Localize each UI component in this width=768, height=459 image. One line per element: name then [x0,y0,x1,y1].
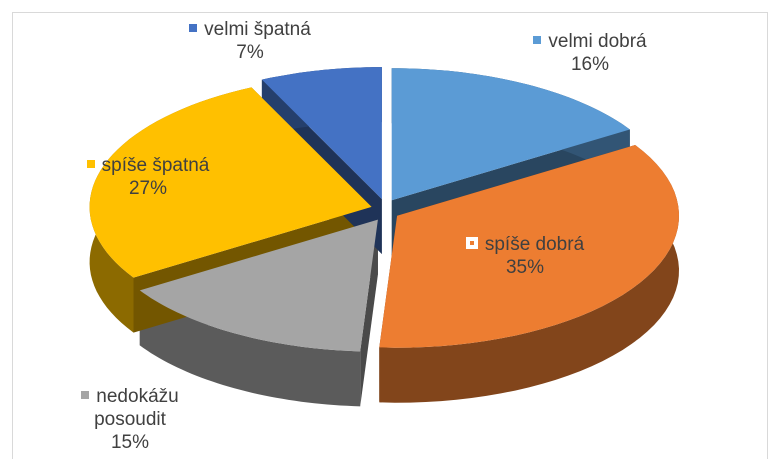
category-label: velmi dobrá [548,31,647,52]
legend-marker [533,35,542,44]
data-label: nedokážu posoudit 15% [75,385,185,454]
pie-slice [261,67,382,200]
pie-slice [89,87,372,278]
pie-slice [391,68,630,201]
data-label: spíše dobrá 35% [460,233,590,279]
value-label: 27% [128,178,168,199]
pie-slice [139,219,378,352]
legend-marker [86,159,95,168]
category-label: velmi špatná [204,19,311,40]
data-label: velmi špatná 7% [185,18,315,64]
value-label: 15% [110,432,150,453]
category-label: spíše špatná [101,155,210,176]
slice-side [139,290,361,407]
category-label: spíše dobrá [484,234,585,255]
value-label: 35% [505,257,545,278]
legend-marker [81,390,90,399]
legend-marker [465,236,478,249]
value-label: 7% [236,42,264,63]
data-label: spíše špatná 27% [83,154,213,200]
data-label: velmi dobrá 16% [525,30,655,76]
category-label: nedokážu posoudit [94,386,179,430]
legend-marker [189,23,198,32]
value-label: 16% [570,54,610,75]
slice-side [379,145,679,403]
pie-slice [379,145,679,348]
